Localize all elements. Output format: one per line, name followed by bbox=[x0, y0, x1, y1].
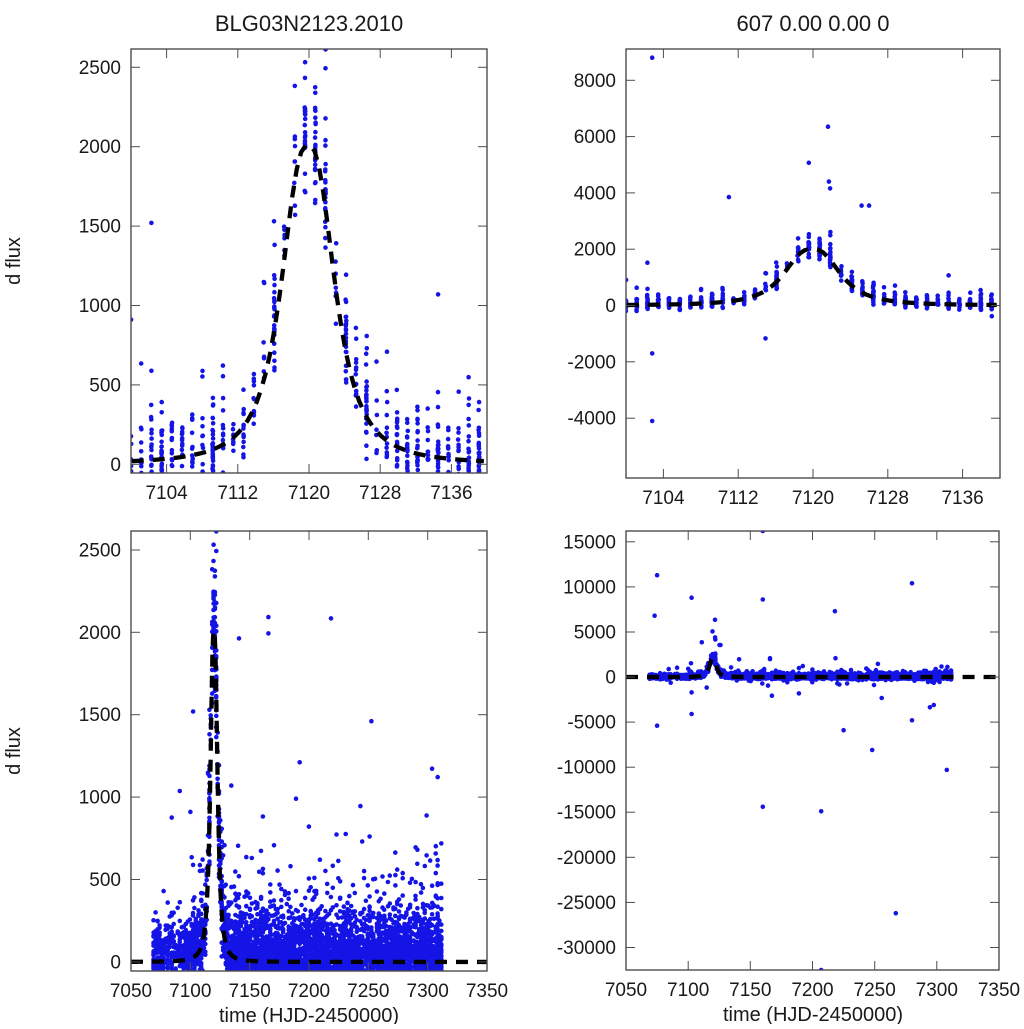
svg-text:d flux: d flux bbox=[3, 237, 25, 285]
svg-text:7100: 7100 bbox=[667, 980, 709, 1001]
svg-text:7128: 7128 bbox=[867, 488, 909, 509]
svg-text:7112: 7112 bbox=[718, 488, 759, 509]
svg-text:7200: 7200 bbox=[791, 980, 833, 1001]
svg-text:time (HJD-2450000): time (HJD-2450000) bbox=[723, 1004, 903, 1024]
svg-text:-5000: -5000 bbox=[567, 713, 616, 734]
svg-text:10000: 10000 bbox=[563, 577, 616, 598]
svg-text:1000: 1000 bbox=[79, 788, 121, 809]
svg-text:2500: 2500 bbox=[79, 58, 121, 79]
svg-text:-30000: -30000 bbox=[557, 938, 616, 959]
svg-text:-10000: -10000 bbox=[557, 758, 616, 779]
svg-text:7300: 7300 bbox=[407, 981, 449, 1002]
svg-text:7150: 7150 bbox=[729, 980, 771, 1001]
svg-text:2000: 2000 bbox=[574, 240, 616, 261]
svg-text:2000: 2000 bbox=[79, 137, 121, 158]
svg-text:1000: 1000 bbox=[79, 296, 121, 317]
svg-text:7250: 7250 bbox=[854, 980, 896, 1001]
svg-text:7050: 7050 bbox=[605, 980, 647, 1001]
svg-text:7350: 7350 bbox=[978, 980, 1020, 1001]
svg-text:-15000: -15000 bbox=[557, 803, 616, 824]
svg-text:2500: 2500 bbox=[79, 541, 121, 562]
svg-text:7350: 7350 bbox=[466, 981, 508, 1002]
svg-text:7112: 7112 bbox=[217, 483, 258, 504]
svg-text:d flux: d flux bbox=[3, 727, 25, 775]
svg-text:-4000: -4000 bbox=[567, 409, 616, 430]
svg-text:607 0.00 0.00 0: 607 0.00 0.00 0 bbox=[737, 11, 890, 36]
svg-text:7250: 7250 bbox=[347, 981, 389, 1002]
svg-text:500: 500 bbox=[89, 375, 121, 396]
svg-text:7200: 7200 bbox=[288, 981, 330, 1002]
svg-text:0: 0 bbox=[605, 296, 616, 317]
svg-text:-2000: -2000 bbox=[567, 352, 616, 373]
svg-text:7104: 7104 bbox=[642, 488, 685, 509]
svg-text:5000: 5000 bbox=[574, 623, 616, 644]
svg-text:time (HJD-2450000): time (HJD-2450000) bbox=[219, 1005, 399, 1024]
svg-text:7136: 7136 bbox=[430, 483, 472, 504]
svg-text:-20000: -20000 bbox=[557, 848, 616, 869]
svg-text:1500: 1500 bbox=[79, 217, 121, 238]
svg-text:7136: 7136 bbox=[941, 488, 983, 509]
svg-text:7128: 7128 bbox=[359, 483, 401, 504]
svg-text:6000: 6000 bbox=[574, 127, 616, 148]
svg-text:0: 0 bbox=[110, 952, 121, 973]
svg-text:7100: 7100 bbox=[169, 981, 211, 1002]
svg-text:BLG03N2123.2010: BLG03N2123.2010 bbox=[215, 11, 403, 36]
svg-text:8000: 8000 bbox=[574, 71, 616, 92]
svg-text:7300: 7300 bbox=[916, 980, 958, 1001]
svg-text:2000: 2000 bbox=[79, 623, 121, 644]
svg-text:7120: 7120 bbox=[792, 488, 834, 509]
svg-text:7120: 7120 bbox=[288, 483, 330, 504]
svg-text:500: 500 bbox=[89, 870, 121, 891]
svg-text:0: 0 bbox=[110, 455, 121, 476]
svg-text:7050: 7050 bbox=[110, 981, 152, 1002]
svg-text:4000: 4000 bbox=[574, 183, 616, 204]
svg-text:1500: 1500 bbox=[79, 705, 121, 726]
svg-text:-25000: -25000 bbox=[557, 893, 616, 914]
svg-text:7150: 7150 bbox=[229, 981, 271, 1002]
svg-text:0: 0 bbox=[605, 668, 616, 689]
svg-text:15000: 15000 bbox=[563, 532, 616, 553]
svg-text:7104: 7104 bbox=[145, 483, 188, 504]
